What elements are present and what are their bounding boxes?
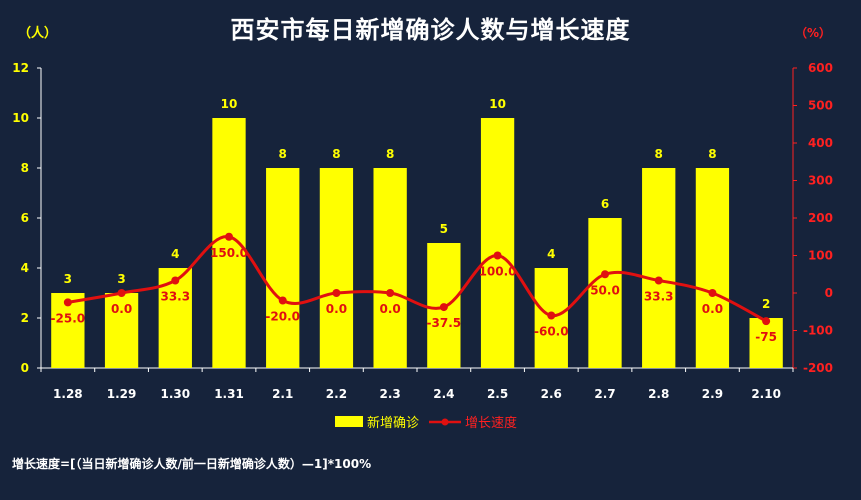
bar-data-label: 4 [547,247,555,261]
growth-rate-point [654,276,663,285]
bar-data-label: 2 [762,297,770,311]
growth-rate-data-label: -25.0 [51,311,86,325]
growth-rate-line [67,235,767,323]
right-axis-tick-label: 400 [808,136,833,150]
bar [588,218,622,368]
x-axis-tick-label: 2.3 [380,387,401,401]
growth-rate-data-label: -75 [755,330,777,344]
growth-rate-data-label: -20.0 [265,310,300,324]
x-axis-tick-label: 2.8 [648,387,669,401]
growth-rate-point [278,296,287,305]
right-axis-tick-label: 500 [808,99,833,113]
x-axis-tick-label: 2.2 [326,387,347,401]
right-axis-tick-label: 0 [825,286,833,300]
bar [373,168,407,368]
growth-rate-point [332,289,341,297]
right-axis-tick-label: 600 [808,61,833,75]
right-axis-tick-label: 300 [808,174,833,188]
bar-data-label: 5 [440,222,448,236]
bar-data-label: 4 [171,247,179,261]
growth-rate-point [547,311,556,320]
growth-rate-data-label: 33.3 [644,290,674,304]
bar [104,293,139,368]
growth-rate-data-label: 0.0 [702,302,723,316]
x-axis-tick-label: 1.31 [214,387,244,401]
bar-data-label: 3 [64,272,72,286]
growth-rate-data-label: 100.0 [479,265,517,279]
growth-rate-point [708,289,717,297]
growth-rate-data-label: 150.0 [210,246,248,260]
x-axis-tick-label: 2.6 [541,387,562,401]
growth-rate-point [601,270,609,279]
bar-data-label: 10 [489,97,506,111]
left-axis-tick-label: 0 [21,361,29,375]
growth-rate-point [762,317,771,326]
legend: 新增确诊 增长速度 [335,412,517,431]
bar-data-label: 3 [117,272,125,286]
bar-data-label: 8 [279,147,287,161]
bar [749,318,783,368]
growth-rate-data-label: 0.0 [111,302,132,316]
bar [266,168,300,368]
right-axis-tick-label: -100 [803,324,833,338]
bar-data-label: 6 [601,197,609,211]
left-axis-tick-label: 8 [21,161,29,175]
x-axis-tick-label: 1.28 [53,387,83,401]
right-axis-tick-label: 200 [808,211,833,225]
growth-rate-point [386,289,395,297]
x-axis-tick-label: 2.9 [702,387,723,401]
bar-data-label: 8 [708,147,716,161]
bar-data-label: 10 [221,97,238,111]
x-axis-tick-label: 2.5 [487,387,508,401]
right-axis-unit: （%） [794,26,831,40]
growth-rate-data-label: -60.0 [534,325,569,339]
left-axis-tick-label: 4 [21,261,29,275]
right-axis-tick-label: -200 [803,361,833,375]
bar-data-label: 8 [332,147,340,161]
legend-item-line: 增长速度 [429,412,517,431]
growth-rate-data-label: -37.5 [427,316,462,330]
footnote: 增长速度=[（当日新增确诊人数/前一日新增确诊人数）—1]*100% [12,457,372,471]
growth-rate-point [493,251,502,260]
legend-line-label: 增长速度 [465,416,518,431]
growth-rate-data-label: 0.0 [380,302,401,316]
growth-rate-point [117,289,126,297]
x-axis-tick-label: 2.10 [751,387,781,401]
legend-line-swatch [429,418,462,425]
x-axis-tick-label: 2.1 [272,387,293,401]
bar [480,118,515,368]
growth-rate-point [63,298,72,307]
x-axis-tick-label: 2.7 [594,387,615,401]
bar-data-label: 8 [386,147,394,161]
growth-rate-data-label: 0.0 [326,302,347,316]
left-axis-tick-label: 10 [12,111,29,125]
growth-rate-data-label: 50.0 [590,283,620,297]
left-axis-tick-label: 6 [21,211,29,225]
bar [695,168,730,368]
right-axis-tick-label: 100 [808,249,833,263]
growth-rate-point [171,276,180,285]
left-axis-tick-label: 2 [21,311,29,325]
bar-data-label: 8 [655,147,663,161]
legend-bar-label: 新增确诊 [367,416,420,431]
bar [319,168,354,368]
legend-item-bar: 新增确诊 [335,412,419,431]
chart-title: 西安市每日新增确诊人数与增长速度 [230,15,631,44]
left-axis-unit: （人） [18,26,58,41]
legend-bar-swatch [335,416,363,427]
growth-rate-data-label: 33.3 [160,290,190,304]
bar [642,168,676,368]
growth-rate-point [225,232,233,241]
x-axis-tick-label: 2.4 [433,387,454,401]
growth-rate-point [439,303,448,312]
x-axis-tick-label: 1.30 [160,387,190,401]
left-axis-tick-label: 12 [12,61,29,75]
x-axis-tick-label: 1.29 [107,387,137,401]
